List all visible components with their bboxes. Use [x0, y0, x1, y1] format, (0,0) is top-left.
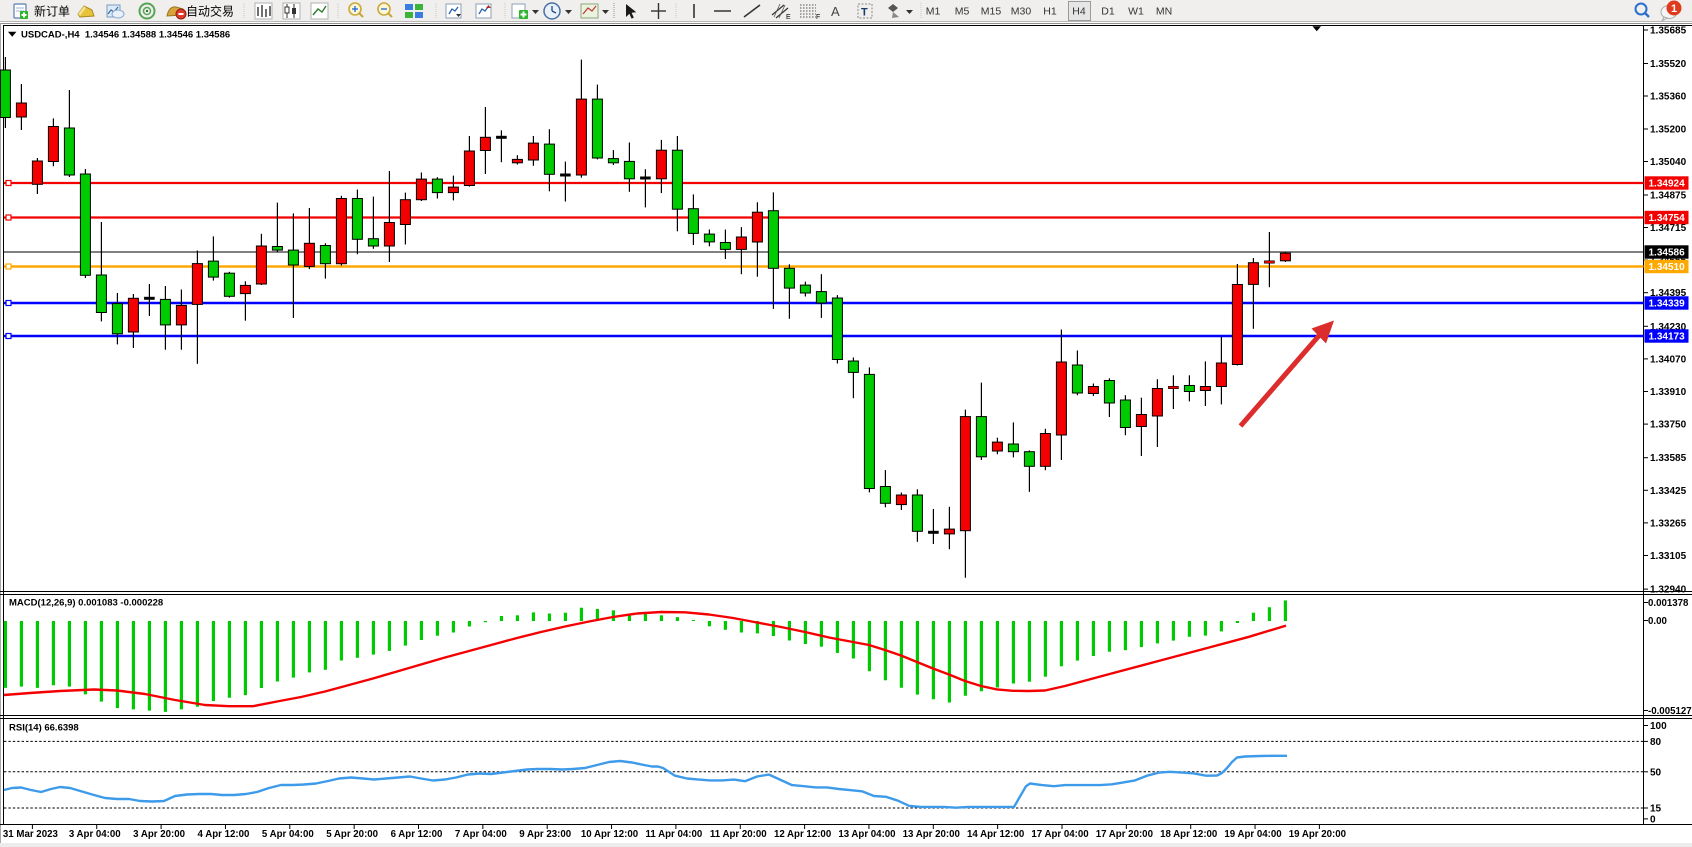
- svg-text:5 Apr 04:00: 5 Apr 04:00: [262, 829, 314, 840]
- svg-text:6 Apr 12:00: 6 Apr 12:00: [391, 829, 443, 840]
- svg-text:0.00: 0.00: [1648, 616, 1667, 627]
- svg-text:1.33585: 1.33585: [1650, 453, 1687, 464]
- svg-text:100: 100: [1650, 721, 1667, 732]
- svg-text:1.35685: 1.35685: [1650, 26, 1687, 37]
- svg-text:1.34715: 1.34715: [1650, 223, 1687, 234]
- svg-text:3 Apr 20:00: 3 Apr 20:00: [133, 829, 185, 840]
- svg-text:1.32940: 1.32940: [1650, 585, 1687, 596]
- svg-text:MN: MN: [1156, 6, 1172, 18]
- svg-text:13 Apr 04:00: 13 Apr 04:00: [838, 829, 895, 840]
- svg-text:USDCAD-,H4 1.34546 1.34588 1.: USDCAD-,H4 1.34546 1.34588 1.34546 1.345…: [21, 30, 230, 41]
- svg-text:1.34070: 1.34070: [1650, 354, 1687, 365]
- svg-text:10 Apr 12:00: 10 Apr 12:00: [581, 829, 638, 840]
- svg-text:1.35200: 1.35200: [1650, 125, 1687, 136]
- svg-text:W1: W1: [1128, 6, 1144, 18]
- svg-text:1.34875: 1.34875: [1650, 191, 1687, 202]
- svg-text:17 Apr 04:00: 17 Apr 04:00: [1031, 829, 1088, 840]
- svg-text:1: 1: [1671, 3, 1677, 15]
- svg-text:12 Apr 12:00: 12 Apr 12:00: [774, 829, 831, 840]
- svg-text:1.33750: 1.33750: [1650, 420, 1687, 431]
- svg-text:80: 80: [1650, 737, 1662, 748]
- svg-text:0.001378: 0.001378: [1648, 598, 1689, 609]
- svg-text:A: A: [831, 4, 840, 19]
- svg-text:1.34173: 1.34173: [1649, 332, 1686, 343]
- svg-text:3 Apr 04:00: 3 Apr 04:00: [69, 829, 121, 840]
- svg-text:19 Apr 04:00: 19 Apr 04:00: [1224, 829, 1281, 840]
- svg-text:1.34339: 1.34339: [1649, 299, 1686, 310]
- svg-text:RSI(14) 66.6398: RSI(14) 66.6398: [9, 723, 79, 734]
- svg-text:E: E: [786, 14, 791, 21]
- svg-text:T: T: [861, 7, 868, 19]
- svg-text:1.34754: 1.34754: [1649, 213, 1686, 224]
- svg-text:1.33265: 1.33265: [1650, 518, 1687, 529]
- svg-text:1.33910: 1.33910: [1650, 387, 1687, 398]
- svg-text:M1: M1: [926, 6, 941, 18]
- svg-text:18 Apr 12:00: 18 Apr 12:00: [1160, 829, 1217, 840]
- svg-text:1.35040: 1.35040: [1650, 157, 1687, 168]
- svg-text:11 Apr 20:00: 11 Apr 20:00: [710, 829, 767, 840]
- svg-text:1.34395: 1.34395: [1650, 288, 1687, 299]
- svg-text:新订单: 新订单: [34, 4, 70, 19]
- svg-text:14 Apr 12:00: 14 Apr 12:00: [967, 829, 1024, 840]
- svg-text:1.34510: 1.34510: [1649, 262, 1686, 273]
- svg-text:M5: M5: [955, 6, 970, 18]
- svg-text:-0.005127: -0.005127: [1648, 706, 1692, 717]
- svg-text:13 Apr 20:00: 13 Apr 20:00: [903, 829, 960, 840]
- svg-text:MACD(12,26,9) 0.001083 -0.0002: MACD(12,26,9) 0.001083 -0.000228: [9, 598, 163, 609]
- svg-text:17 Apr 20:00: 17 Apr 20:00: [1096, 829, 1153, 840]
- svg-text:1.34586: 1.34586: [1649, 248, 1686, 259]
- svg-text:9 Apr 23:00: 9 Apr 23:00: [519, 829, 571, 840]
- svg-text:1.35360: 1.35360: [1650, 92, 1687, 103]
- svg-text:M15: M15: [981, 6, 1002, 18]
- svg-text:D1: D1: [1101, 6, 1115, 18]
- svg-text:15: 15: [1650, 804, 1662, 815]
- svg-text:0: 0: [1650, 814, 1656, 825]
- svg-text:1.35520: 1.35520: [1650, 59, 1687, 70]
- svg-text:7 Apr 04:00: 7 Apr 04:00: [455, 829, 507, 840]
- svg-text:11 Apr 04:00: 11 Apr 04:00: [646, 829, 703, 840]
- svg-text:31 Mar 2023: 31 Mar 2023: [3, 829, 59, 840]
- svg-text:1.34924: 1.34924: [1649, 179, 1686, 190]
- svg-text:H1: H1: [1043, 6, 1057, 18]
- svg-text:F: F: [816, 14, 820, 21]
- svg-text:1.33105: 1.33105: [1650, 551, 1687, 562]
- svg-text:5 Apr 20:00: 5 Apr 20:00: [326, 829, 378, 840]
- svg-text:H4: H4: [1072, 6, 1086, 18]
- svg-text:50: 50: [1650, 767, 1662, 778]
- svg-text:1.33425: 1.33425: [1650, 486, 1687, 497]
- svg-text:自动交易: 自动交易: [186, 4, 234, 19]
- svg-text:19 Apr 20:00: 19 Apr 20:00: [1289, 829, 1346, 840]
- svg-text:M30: M30: [1011, 6, 1032, 18]
- svg-text:4 Apr 12:00: 4 Apr 12:00: [198, 829, 250, 840]
- svg-text:1.34230: 1.34230: [1650, 322, 1687, 333]
